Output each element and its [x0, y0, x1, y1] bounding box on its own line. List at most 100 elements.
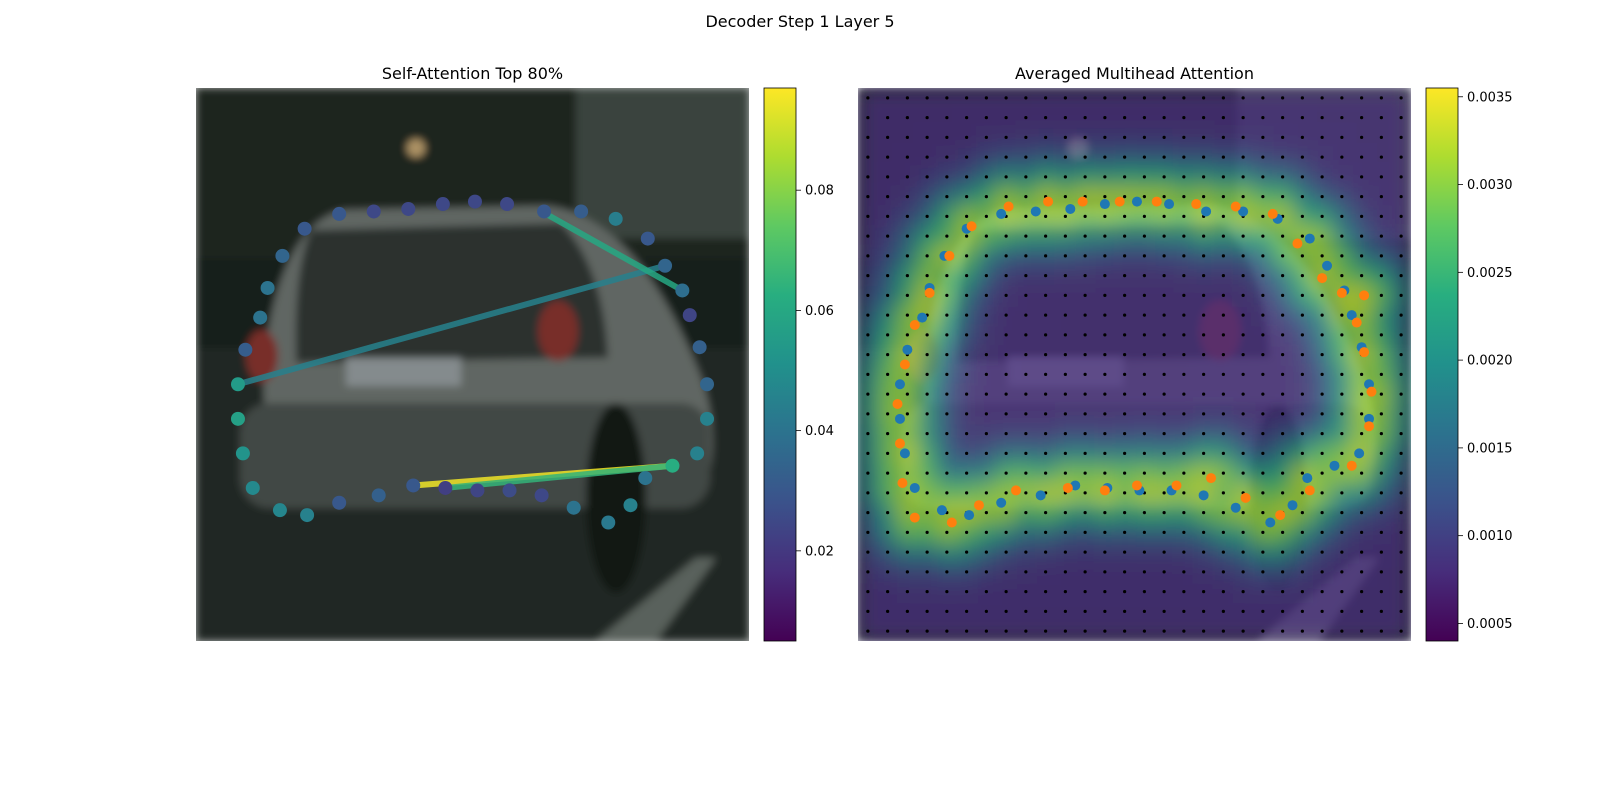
- grid-dot: [984, 491, 988, 495]
- grid-dot: [1300, 254, 1304, 258]
- grid-dot: [1300, 353, 1304, 357]
- grid-dot: [1044, 412, 1048, 416]
- grid-dot: [905, 570, 909, 574]
- grid-dot: [1142, 511, 1146, 515]
- grid-dot: [1123, 550, 1127, 554]
- grid-dot: [1142, 412, 1146, 416]
- grid-dot: [1320, 570, 1324, 574]
- grid-dot: [1221, 313, 1225, 317]
- grid-dot: [1162, 175, 1166, 179]
- series-0-point-32: [1065, 203, 1076, 214]
- grid-dot: [1261, 313, 1265, 317]
- grid-dot: [1123, 491, 1127, 495]
- grid-dot: [1379, 135, 1383, 139]
- grid-dot: [984, 451, 988, 455]
- grid-dot: [984, 471, 988, 475]
- grid-dot: [1360, 313, 1364, 317]
- grid-dot: [866, 609, 870, 613]
- grid-dot: [866, 471, 870, 475]
- attention-point-30: [467, 194, 482, 209]
- grid-dot: [1221, 234, 1225, 238]
- attention-point-16: [638, 471, 653, 486]
- grid-dot: [1103, 412, 1107, 416]
- grid-dot: [1399, 155, 1403, 159]
- grid-dot: [1300, 293, 1304, 297]
- grid-dot: [886, 135, 890, 139]
- grid-dot: [886, 333, 890, 337]
- left-axes-title: Self-Attention Top 80%: [381, 64, 564, 83]
- grid-dot: [1083, 530, 1087, 534]
- grid-dot: [945, 451, 949, 455]
- grid-dot: [984, 432, 988, 436]
- grid-dot: [1162, 155, 1166, 159]
- grid-dot: [905, 372, 909, 376]
- grid-dot: [886, 234, 890, 238]
- series-0-point-2: [899, 448, 910, 459]
- attention-point-19: [700, 411, 715, 426]
- grid-dot: [1379, 155, 1383, 159]
- grid-dot: [1044, 570, 1048, 574]
- attention-point-12: [534, 488, 549, 503]
- grid-dot: [1241, 392, 1245, 396]
- grid-dot: [1123, 313, 1127, 317]
- grid-dot: [886, 629, 890, 633]
- grid-dot: [1004, 392, 1008, 396]
- grid-dot: [1044, 155, 1048, 159]
- grid-dot: [1202, 530, 1206, 534]
- grid-dot: [1202, 570, 1206, 574]
- grid-dot: [866, 96, 870, 100]
- grid-dot: [1281, 629, 1285, 633]
- grid-dot: [1300, 629, 1304, 633]
- grid-dot: [1340, 254, 1344, 258]
- grid-dot: [1340, 451, 1344, 455]
- grid-dot: [1024, 333, 1028, 337]
- grid-dot: [984, 155, 988, 159]
- grid-dot: [1123, 155, 1127, 159]
- colorbar-tick-label-1: 0.0010: [1467, 529, 1513, 544]
- grid-dot: [866, 372, 870, 376]
- grid-dot: [1024, 254, 1028, 258]
- grid-dot: [1360, 609, 1364, 613]
- grid-dot: [1083, 175, 1087, 179]
- grid-dot: [1142, 451, 1146, 455]
- series-1-point-24: [1131, 480, 1142, 491]
- attention-point-7: [371, 488, 386, 503]
- grid-dot: [1142, 96, 1146, 100]
- attention-point-4: [272, 503, 287, 518]
- grid-dot: [1379, 175, 1383, 179]
- grid-dot: [965, 175, 969, 179]
- grid-dot: [1024, 135, 1028, 139]
- grid-dot: [984, 412, 988, 416]
- grid-dot: [1063, 313, 1067, 317]
- series-0-point-18: [1354, 448, 1365, 459]
- grid-dot: [1123, 629, 1127, 633]
- grid-dot: [1300, 195, 1304, 199]
- grid-dot: [1320, 116, 1324, 120]
- grid-dot: [945, 570, 949, 574]
- grid-dot: [1103, 254, 1107, 258]
- grid-dot: [1103, 333, 1107, 337]
- grid-dot: [1162, 590, 1166, 594]
- colorbar-tick-label-2: 0.06: [805, 304, 834, 319]
- series-0-point-12: [1198, 490, 1209, 501]
- grid-dot: [925, 274, 929, 278]
- grid-dot: [1379, 254, 1383, 258]
- series-0-point-7: [1035, 490, 1046, 501]
- grid-dot: [1320, 511, 1324, 515]
- attention-point-6: [332, 495, 347, 510]
- grid-dot: [1379, 570, 1383, 574]
- grid-dot: [1123, 353, 1127, 357]
- grid-dot: [1221, 609, 1225, 613]
- grid-dot: [1360, 570, 1364, 574]
- grid-dot: [1300, 116, 1304, 120]
- grid-dot: [1281, 432, 1285, 436]
- grid-dot: [1004, 491, 1008, 495]
- grid-dot: [984, 629, 988, 633]
- attention-point-17: [665, 458, 680, 473]
- grid-dot: [886, 96, 890, 100]
- grid-dot: [1340, 530, 1344, 534]
- grid-dot: [1142, 530, 1146, 534]
- grid-dot: [1241, 353, 1245, 357]
- grid-dot: [1261, 274, 1265, 278]
